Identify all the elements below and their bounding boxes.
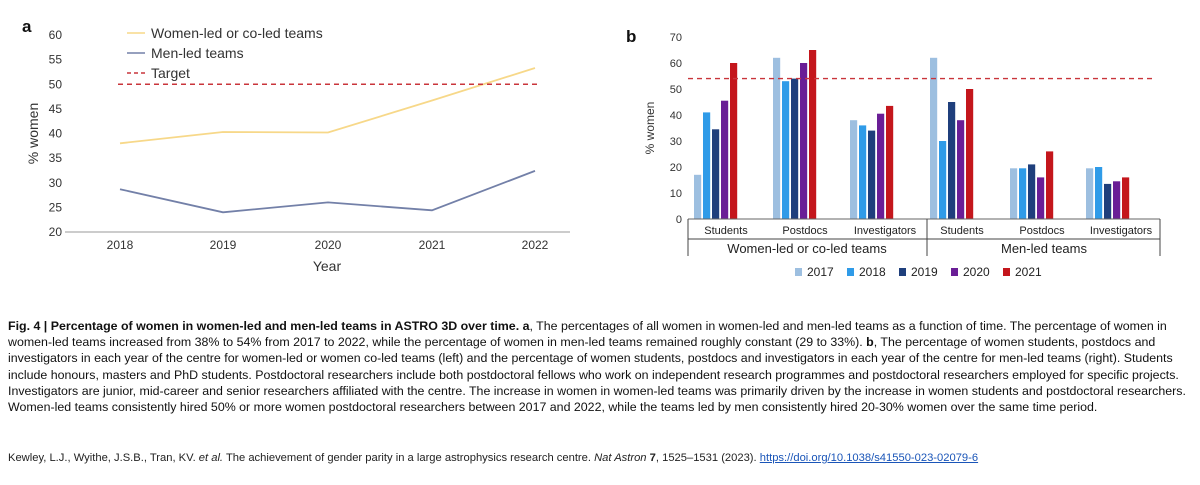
bar <box>694 174 702 219</box>
legend-label: 2021 <box>1015 265 1042 279</box>
legend-label: Men-led teams <box>151 45 244 61</box>
legend-label: Target <box>151 65 190 81</box>
bar <box>957 120 965 219</box>
category-label: Investigators <box>854 225 917 237</box>
caption-label: Fig. 4 | <box>8 319 51 333</box>
y-tick-label: 50 <box>670 84 682 96</box>
citation-volume: 7 <box>649 452 656 464</box>
legend-label: 2020 <box>963 265 990 279</box>
y-tick-label: 30 <box>49 176 63 190</box>
bar <box>773 57 781 219</box>
y-tick-label: 30 <box>670 136 682 148</box>
group-label: Men-led teams <box>1001 241 1087 256</box>
y-tick-label: 60 <box>670 58 682 70</box>
bar <box>1122 177 1130 219</box>
y-tick-label: 20 <box>670 162 682 174</box>
category-label: Postdocs <box>782 225 828 237</box>
citation: Kewley, L.J., Wyithe, J.S.B., Tran, KV. … <box>8 452 978 464</box>
bar <box>1028 164 1036 219</box>
y-tick-label: 10 <box>670 188 682 200</box>
caption-b-label: b <box>866 335 874 350</box>
x-tick-label: 2021 <box>419 238 446 252</box>
y-tick-label: 45 <box>49 102 63 116</box>
bar-chart-panel-b: b 0 10 20 30 40 50 60 70 % women Students Postdocs I… <box>626 27 1161 279</box>
citation-journal: Nat Astron <box>594 452 647 464</box>
citation-authors: Kewley, L.J., Wyithe, J.S.B., Tran, KV. <box>8 452 199 464</box>
bar <box>868 130 876 219</box>
bar <box>1095 167 1103 219</box>
bar <box>1086 168 1094 219</box>
y-tick-label: 0 <box>676 214 682 226</box>
bar <box>1010 168 1018 219</box>
citation-doi-link[interactable]: https://doi.org/10.1038/s41550-023-02079… <box>759 452 979 464</box>
bar <box>1104 183 1112 219</box>
y-tick-label: 40 <box>670 110 682 122</box>
bar <box>939 141 947 219</box>
caption-text-a: , The percentages of all women in women-… <box>8 319 1167 350</box>
category-label: Students <box>940 225 984 237</box>
bar <box>791 78 799 219</box>
legend-swatch <box>899 268 906 276</box>
series-line <box>119 67 536 145</box>
legend-swatch <box>1003 268 1010 276</box>
caption-title: Percentage of women in women-led and men… <box>50 319 530 333</box>
bar <box>782 81 790 219</box>
y-tick-label: 25 <box>49 200 63 214</box>
line-chart-panel-a: a 20 25 30 35 40 45 50 55 60 2018 2019 2020 2021 2022 Y… <box>22 17 570 274</box>
legend-swatch <box>847 268 854 276</box>
bar <box>800 63 808 219</box>
caption-text-b: , The percentage of women students, post… <box>8 335 1186 415</box>
citation-title: The achievement of gender parity in a la… <box>223 452 595 464</box>
y-axis-title: % women <box>25 103 41 164</box>
y-tick-label: 20 <box>49 225 63 239</box>
bar <box>809 50 817 219</box>
legend-swatch <box>951 268 958 276</box>
bar <box>721 100 729 219</box>
bar <box>886 105 894 219</box>
group-label: Women-led or co-led teams <box>727 241 887 256</box>
bar <box>1046 151 1054 219</box>
figure-caption: Fig. 4 | Percentage of women in women-le… <box>8 318 1193 415</box>
x-tick-label: 2019 <box>210 238 237 252</box>
bar <box>1113 181 1121 219</box>
bar <box>730 63 738 219</box>
series-line <box>119 170 536 214</box>
panel-b-letter: b <box>626 27 636 46</box>
bar <box>1019 168 1027 219</box>
legend-label: 2018 <box>859 265 886 279</box>
y-tick-label: 55 <box>49 53 63 67</box>
y-axis-title: % women <box>643 102 657 155</box>
bar <box>948 102 956 219</box>
category-label: Postdocs <box>1019 225 1065 237</box>
y-tick-label: 40 <box>49 127 63 141</box>
x-tick-label: 2020 <box>315 238 342 252</box>
bar <box>712 129 720 219</box>
panel-a-letter: a <box>22 17 32 36</box>
category-label: Investigators <box>1090 225 1153 237</box>
bar <box>930 57 938 219</box>
citation-pages: , 1525–1531 (2023). <box>655 452 760 464</box>
bar <box>966 89 974 219</box>
y-tick-label: 60 <box>49 28 63 42</box>
citation-etal: et al. <box>198 452 224 464</box>
x-tick-label: 2018 <box>107 238 134 252</box>
category-label: Students <box>704 225 748 237</box>
bar <box>1037 177 1045 219</box>
bar <box>703 112 711 219</box>
y-tick-label: 70 <box>670 32 682 44</box>
x-axis-title: Year <box>313 258 342 274</box>
legend-label: 2019 <box>911 265 938 279</box>
y-tick-label: 50 <box>49 77 63 91</box>
bar <box>877 113 885 219</box>
y-tick-label: 35 <box>49 151 63 165</box>
legend-label: 2017 <box>807 265 834 279</box>
legend-label: Women-led or co-led teams <box>151 25 323 41</box>
bar <box>850 120 858 219</box>
legend-swatch <box>795 268 802 276</box>
bar <box>859 125 867 219</box>
x-tick-label: 2022 <box>522 238 549 252</box>
